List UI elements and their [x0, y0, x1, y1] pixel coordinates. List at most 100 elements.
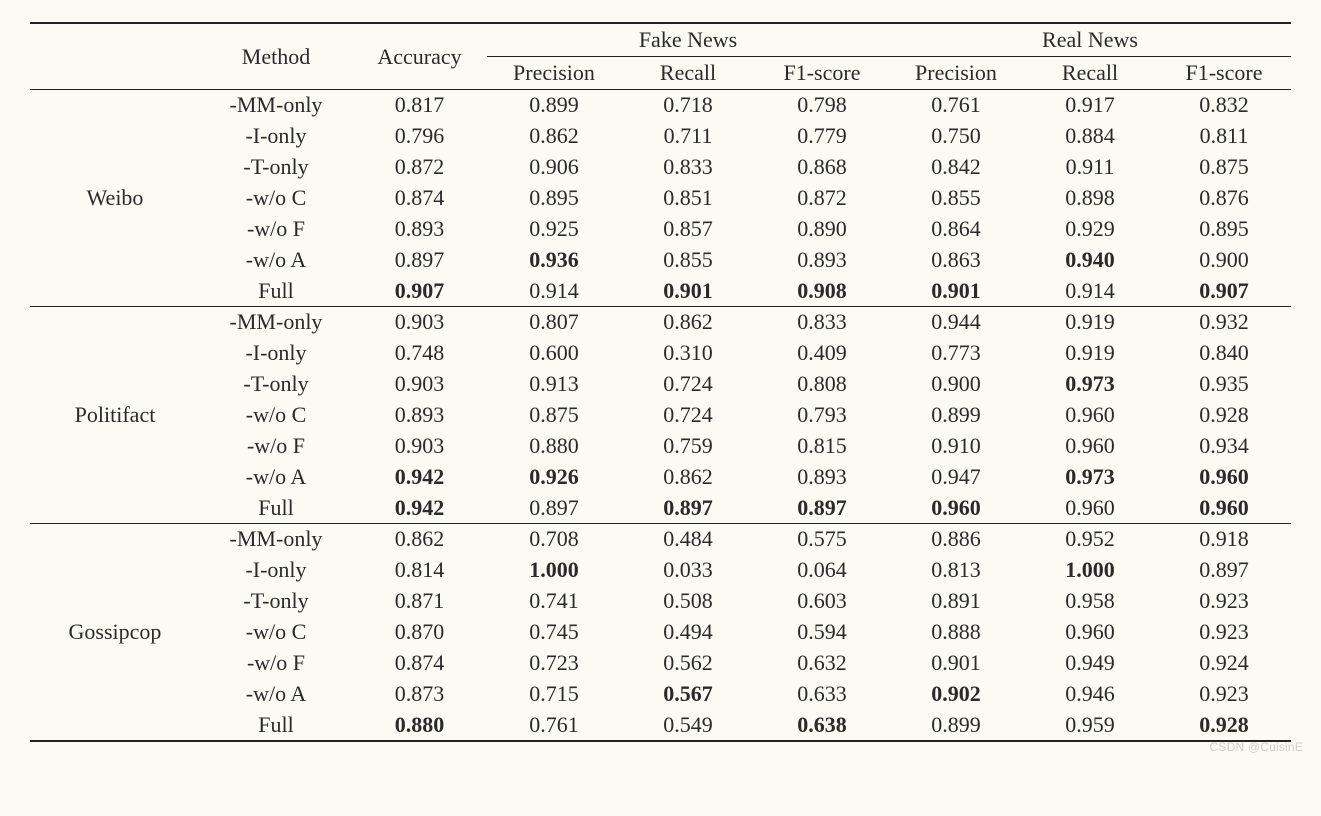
value-cell: 0.890	[755, 214, 889, 245]
value-cell: 0.798	[755, 90, 889, 121]
header-row-1: Method Accuracy Fake News Real News	[30, 23, 1291, 57]
value-cell: 0.750	[889, 121, 1023, 152]
value-cell: 0.876	[1157, 183, 1291, 214]
watermark: CSDN @CuisinE	[1210, 740, 1303, 754]
value-cell: 0.724	[621, 400, 755, 431]
value-cell: 0.723	[487, 648, 621, 679]
value-cell: 0.942	[352, 493, 487, 524]
value-cell: 0.808	[755, 369, 889, 400]
value-cell: 0.872	[352, 152, 487, 183]
header-real-recall: Recall	[1023, 57, 1157, 90]
value-cell: 0.973	[1023, 462, 1157, 493]
value-cell: 0.811	[1157, 121, 1291, 152]
header-fake-precision: Precision	[487, 57, 621, 90]
value-cell: 0.898	[1023, 183, 1157, 214]
value-cell: 0.815	[755, 431, 889, 462]
header-real-news: Real News	[889, 23, 1291, 57]
method-cell: -MM-only	[200, 524, 352, 555]
value-cell: 0.960	[1157, 493, 1291, 524]
header-real-precision: Precision	[889, 57, 1023, 90]
table-row: -w/o C0.8700.7450.4940.5940.8880.9600.92…	[30, 617, 1291, 648]
value-cell: 0.873	[352, 679, 487, 710]
method-cell: Full	[200, 710, 352, 741]
value-cell: 0.897	[487, 493, 621, 524]
value-cell: 0.893	[755, 245, 889, 276]
table-row: -w/o C0.8740.8950.8510.8720.8550.8980.87…	[30, 183, 1291, 214]
value-cell: 0.900	[1157, 245, 1291, 276]
header-method: Method	[200, 23, 352, 90]
value-cell: 0.567	[621, 679, 755, 710]
value-cell: 0.494	[621, 617, 755, 648]
value-cell: 0.897	[352, 245, 487, 276]
table-row: -w/o F0.8930.9250.8570.8900.8640.9290.89…	[30, 214, 1291, 245]
method-cell: -T-only	[200, 586, 352, 617]
method-cell: -MM-only	[200, 307, 352, 338]
value-cell: 0.899	[487, 90, 621, 121]
method-cell: -w/o A	[200, 679, 352, 710]
value-cell: 0.862	[352, 524, 487, 555]
table-row: -w/o F0.8740.7230.5620.6320.9010.9490.92…	[30, 648, 1291, 679]
dataset-cell: Politifact	[30, 307, 200, 524]
value-cell: 0.832	[1157, 90, 1291, 121]
table-row: Full0.9070.9140.9010.9080.9010.9140.907	[30, 276, 1291, 307]
value-cell: 0.718	[621, 90, 755, 121]
value-cell: 0.632	[755, 648, 889, 679]
dataset-cell: Gossipcop	[30, 524, 200, 741]
table-container: Method Accuracy Fake News Real News Prec…	[0, 0, 1321, 760]
value-cell: 0.724	[621, 369, 755, 400]
value-cell: 0.903	[352, 307, 487, 338]
value-cell: 0.952	[1023, 524, 1157, 555]
value-cell: 0.793	[755, 400, 889, 431]
value-cell: 0.949	[1023, 648, 1157, 679]
value-cell: 0.900	[889, 369, 1023, 400]
value-cell: 0.748	[352, 338, 487, 369]
method-cell: Full	[200, 276, 352, 307]
value-cell: 0.638	[755, 710, 889, 741]
results-table: Method Accuracy Fake News Real News Prec…	[30, 22, 1291, 742]
value-cell: 0.901	[889, 648, 1023, 679]
value-cell: 0.895	[487, 183, 621, 214]
value-cell: 0.759	[621, 431, 755, 462]
value-cell: 0.960	[1023, 431, 1157, 462]
value-cell: 0.862	[621, 307, 755, 338]
value-cell: 0.033	[621, 555, 755, 586]
value-cell: 0.940	[1023, 245, 1157, 276]
value-cell: 0.874	[352, 648, 487, 679]
value-cell: 0.906	[487, 152, 621, 183]
table-header: Method Accuracy Fake News Real News Prec…	[30, 23, 1291, 90]
method-cell: -w/o F	[200, 431, 352, 462]
value-cell: 0.960	[1157, 462, 1291, 493]
value-cell: 0.594	[755, 617, 889, 648]
value-cell: 0.715	[487, 679, 621, 710]
value-cell: 0.973	[1023, 369, 1157, 400]
value-cell: 0.875	[487, 400, 621, 431]
value-cell: 0.872	[755, 183, 889, 214]
table-body: Weibo-MM-only0.8170.8990.7180.7980.7610.…	[30, 90, 1291, 741]
method-cell: -T-only	[200, 152, 352, 183]
value-cell: 0.903	[352, 431, 487, 462]
value-cell: 0.928	[1157, 400, 1291, 431]
value-cell: 0.934	[1157, 431, 1291, 462]
value-cell: 0.942	[352, 462, 487, 493]
value-cell: 0.745	[487, 617, 621, 648]
value-cell: 0.919	[1023, 307, 1157, 338]
value-cell: 0.813	[889, 555, 1023, 586]
value-cell: 0.923	[1157, 586, 1291, 617]
value-cell: 0.833	[621, 152, 755, 183]
value-cell: 0.868	[755, 152, 889, 183]
value-cell: 0.919	[1023, 338, 1157, 369]
value-cell: 0.886	[889, 524, 1023, 555]
value-cell: 0.562	[621, 648, 755, 679]
value-cell: 0.902	[889, 679, 1023, 710]
value-cell: 0.761	[487, 710, 621, 741]
table-row: -I-only0.7480.6000.3100.4090.7730.9190.8…	[30, 338, 1291, 369]
table-row: Gossipcop-MM-only0.8620.7080.4840.5750.8…	[30, 524, 1291, 555]
value-cell: 0.871	[352, 586, 487, 617]
value-cell: 0.917	[1023, 90, 1157, 121]
header-accuracy: Accuracy	[352, 23, 487, 90]
value-cell: 0.884	[1023, 121, 1157, 152]
method-cell: -I-only	[200, 338, 352, 369]
value-cell: 0.936	[487, 245, 621, 276]
method-cell: -w/o C	[200, 617, 352, 648]
value-cell: 0.932	[1157, 307, 1291, 338]
